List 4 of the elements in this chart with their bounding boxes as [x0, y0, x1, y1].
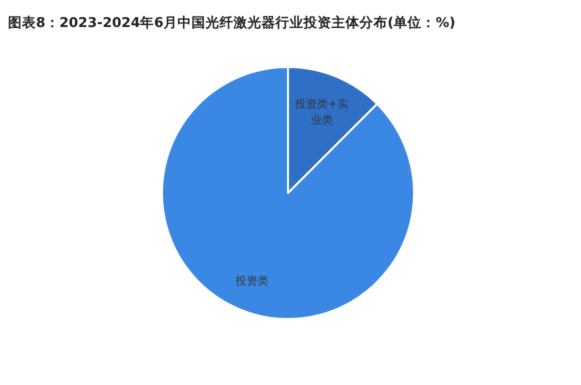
chart-title: 图表8：2023-2024年6月中国光纤激光器行业投资主体分布(单位：%): [8, 14, 456, 31]
pie-slice: [161, 66, 415, 320]
slice-label: 投资类+实业类: [294, 98, 348, 127]
slice-label: 投资类: [234, 274, 268, 288]
